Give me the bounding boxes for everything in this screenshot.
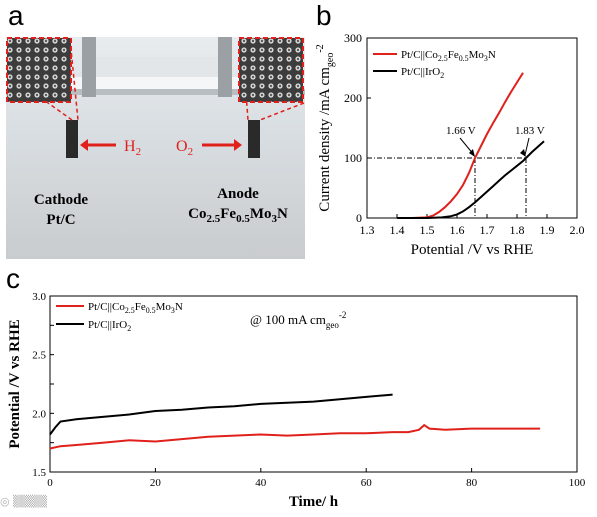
anode-formula-part: Co xyxy=(188,206,207,222)
annotation-label: 1.83 V xyxy=(515,125,545,137)
x-tick-label: 0 xyxy=(47,477,53,489)
panel-label-b: b xyxy=(316,0,332,31)
y-tick-label: 100 xyxy=(344,151,362,165)
photo-illustration: H2 O2 xyxy=(6,37,305,259)
y-tick-label: 300 xyxy=(344,31,362,45)
x-tick-label: 100 xyxy=(569,477,586,489)
polarization-chart: 1.3 1.4 1.5 1.6 1.7 1.8 1.9 2.0 0 100 200 300 Potent… xyxy=(315,31,585,258)
y-tick-label: 2.0 xyxy=(32,408,46,420)
x-tick-label: 1.6 xyxy=(450,223,465,237)
current-density-annotation: @ 100 mA cmgeo-2 xyxy=(250,310,346,330)
x-tick-label: 1.4 xyxy=(390,223,405,237)
cathode-title: Cathode xyxy=(33,192,89,208)
x-axis-label: Time/ h xyxy=(289,494,339,510)
cathode-label: Cathode Pt/C xyxy=(26,190,96,230)
x-tick-label: 60 xyxy=(361,477,373,489)
annotation-arrowhead xyxy=(469,149,475,157)
annotation-label: 1.66 V xyxy=(446,125,476,137)
x-axis-label: Potential /V vs RHE xyxy=(411,242,534,258)
y-tick-label: 2.5 xyxy=(32,350,46,362)
y-tick-label: 200 xyxy=(344,91,362,105)
legend-entry: Pt/C||IrO2 xyxy=(88,319,131,333)
h2-label: H2 xyxy=(124,138,141,158)
panel-label-c: c xyxy=(6,263,20,294)
annotation-arrowhead xyxy=(520,149,526,157)
x-tick-label: 2.0 xyxy=(570,223,585,237)
legend-entry: Pt/C||Co2.5Fe0.5Mo3N xyxy=(88,301,183,315)
anode-formula-part: Fe xyxy=(220,206,237,222)
anode-formula-part: 3 xyxy=(271,213,278,225)
anode-formula-part: 2.5 xyxy=(206,213,221,225)
anode-material: Co2.5Fe0.5Mo3N xyxy=(172,204,304,229)
x-tick-label: 1.5 xyxy=(420,223,435,237)
x-tick-label: 80 xyxy=(466,477,478,489)
annotation-arrow xyxy=(524,137,530,156)
panel-label-a: a xyxy=(8,0,24,31)
anode-clip xyxy=(218,37,232,97)
cathode-electrode xyxy=(66,120,78,158)
cathode-inset-image xyxy=(6,37,72,103)
x-tick-label: 1.3 xyxy=(360,223,375,237)
anode-formula-part: 0.5 xyxy=(236,213,250,225)
y-tick-label: 1.5 xyxy=(32,467,46,479)
anode-inset-image xyxy=(238,37,304,103)
cathode-clip xyxy=(82,37,96,97)
y-tick-label: 0 xyxy=(356,211,362,225)
legend-entry: Pt/C||IrO2 xyxy=(401,66,444,80)
series-line-cofemon xyxy=(49,423,541,450)
y-axis-label: Current density /mA cmgeo-2 xyxy=(315,44,336,211)
electrolyzer-photo: H2 O2 xyxy=(6,37,305,259)
h2-arrow-head xyxy=(80,139,88,151)
stability-chart: 0 20 40 60 80 100 1.5 2.0 2.5 3.0 Time/ h Potential… xyxy=(7,291,586,510)
y-axis-label: Potential /V vs RHE xyxy=(7,319,23,448)
series-line-iro2 xyxy=(49,393,393,436)
x-tick-label: 1.9 xyxy=(540,223,555,237)
cathode-material: Pt/C xyxy=(46,212,76,228)
o2-arrow-head xyxy=(234,139,242,151)
o2-label: O2 xyxy=(176,138,193,158)
watermark-logo: ◎ ▒▒▒▒ xyxy=(0,495,47,508)
x-tick-label: 40 xyxy=(255,477,267,489)
series-line-cofemon xyxy=(397,72,524,219)
anode-formula-part: Mo xyxy=(249,206,272,222)
anode-formula-part: N xyxy=(277,206,288,222)
legend-entry: Pt/C||Co2.5Fe0.5Mo3N xyxy=(401,49,496,63)
anode-label: Anode Co2.5Fe0.5Mo3N xyxy=(172,184,304,229)
x-tick-label: 1.7 xyxy=(480,223,495,237)
series-line-iro2 xyxy=(397,140,545,219)
x-tick-label: 1.8 xyxy=(510,223,525,237)
anode-electrode xyxy=(248,120,260,158)
anode-title: Anode xyxy=(217,186,259,202)
plot-frame xyxy=(366,37,578,219)
x-tick-label: 20 xyxy=(150,477,162,489)
y-tick-label: 3.0 xyxy=(32,291,46,303)
